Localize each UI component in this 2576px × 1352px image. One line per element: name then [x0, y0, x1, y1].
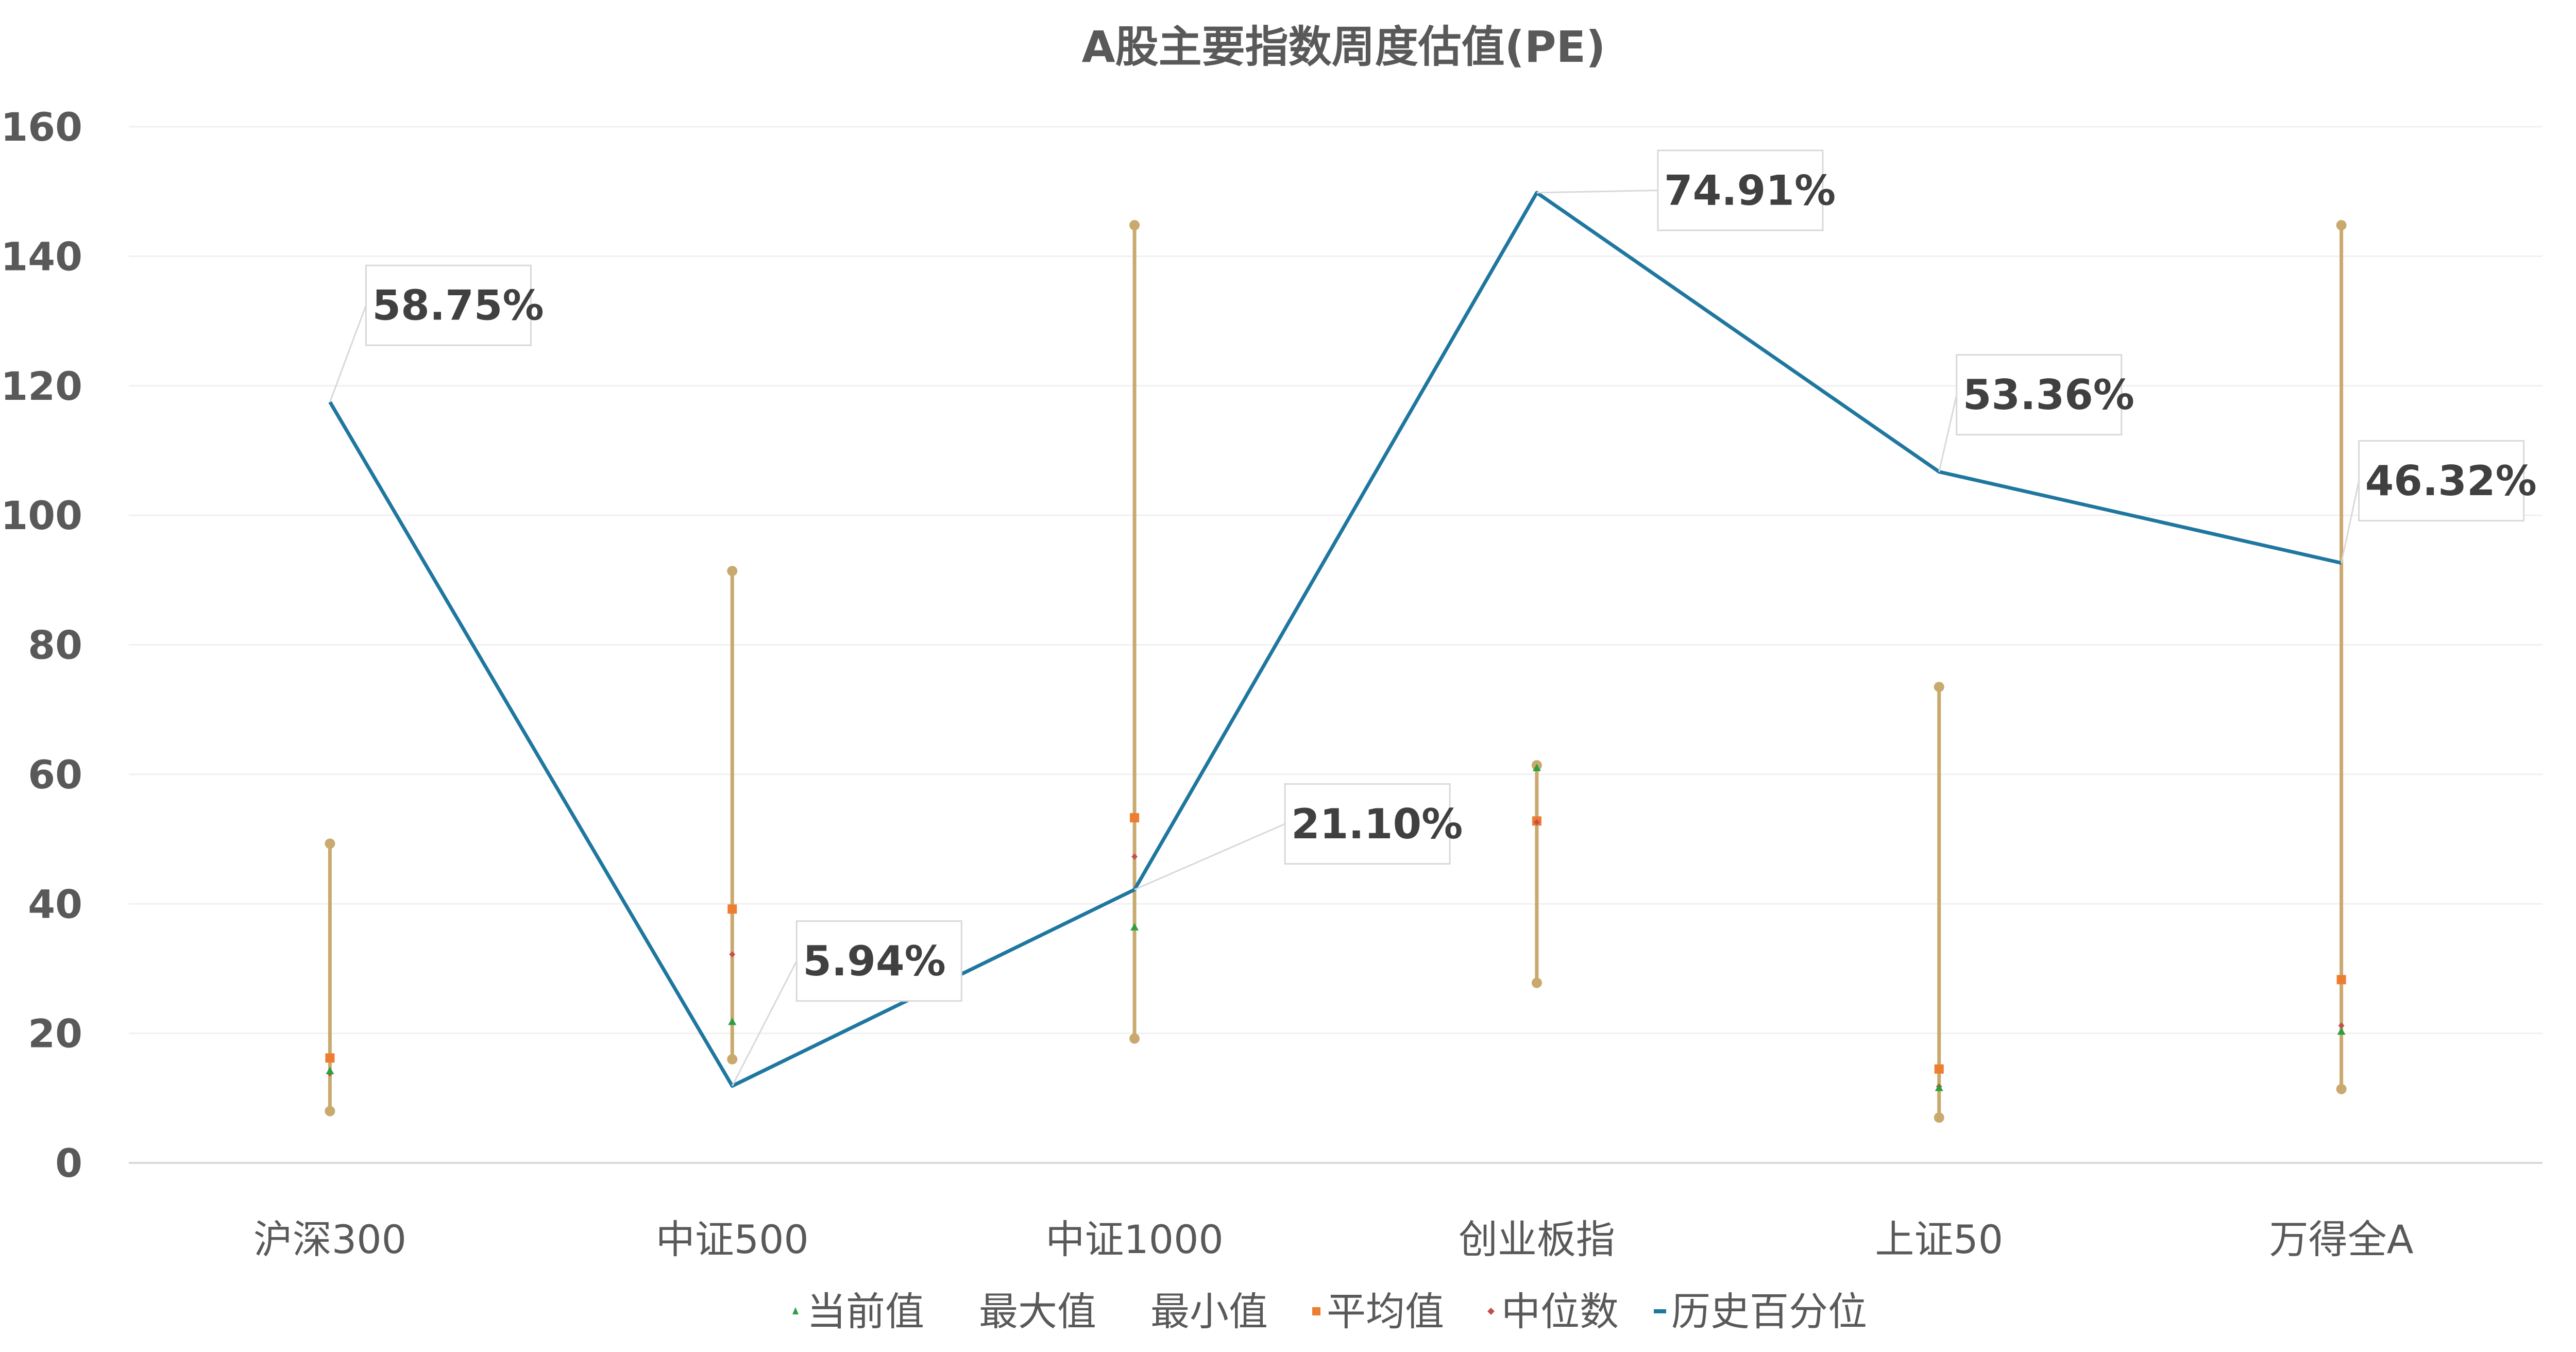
x-axis: 沪深300 中证500 中证1000 创业板指 上证50 万得全A	[253, 1216, 2414, 1262]
data-label-box	[795, 920, 962, 1002]
legend-swatch	[1487, 1308, 1495, 1315]
left-tick-label: 140	[1, 233, 82, 279]
label-leader-line	[329, 305, 367, 402]
marker-最小值	[1531, 977, 1542, 988]
data-label: 46.32%	[2365, 457, 2537, 505]
left-tick-label: 40	[28, 881, 82, 927]
label-leader-line	[1536, 189, 1658, 194]
data-label: 53.36%	[1963, 371, 2134, 419]
marker-中位数	[729, 951, 736, 958]
category-label: 创业板指	[1459, 1216, 1615, 1262]
marker-平均值	[2336, 975, 2346, 985]
percentile-line-layer	[328, 191, 2342, 1088]
left-tick-label: 60	[28, 752, 82, 798]
data-label: 58.75%	[372, 282, 544, 330]
marker-中位数	[2338, 1022, 2345, 1029]
range-bars	[328, 225, 2344, 1118]
legend-label: 历史百分位	[1671, 1289, 1867, 1334]
marker-最小值	[325, 1106, 335, 1117]
data-label-box	[365, 264, 532, 346]
marker-平均值	[325, 1053, 335, 1063]
legend-label: 最小值	[1150, 1289, 1268, 1334]
category-label: 中证1000	[1045, 1216, 1223, 1262]
data-labels: 58.75% 5.94% 21.10% 74.91% 53.36% 46.32%	[329, 149, 2537, 1087]
label-leader-line	[1134, 823, 1285, 890]
legend-label: 平均值	[1327, 1289, 1444, 1334]
marker-最小值	[727, 1054, 738, 1064]
marker-最小值	[1129, 1033, 1140, 1044]
marker-最大值	[2336, 220, 2347, 231]
marker-当前值	[1130, 923, 1139, 931]
marker-平均值	[727, 904, 737, 914]
left-tick-label: 20	[28, 1011, 82, 1057]
marker-最大值	[1129, 220, 1140, 231]
data-label-box	[1657, 149, 1824, 231]
legend-label: 当前值	[807, 1289, 924, 1334]
marker-当前值	[2337, 1027, 2346, 1035]
category-label: 上证50	[1875, 1216, 2003, 1262]
data-label-box	[1956, 354, 2123, 436]
left-tick-label: 0	[55, 1140, 82, 1186]
left-tick-label: 80	[28, 622, 82, 668]
legend-swatch	[1312, 1307, 1320, 1315]
marker-最大值	[727, 566, 738, 577]
legend-label: 最大值	[979, 1289, 1096, 1334]
data-label: 74.91%	[1664, 166, 1836, 214]
marker-当前值	[1532, 764, 1541, 771]
left-tick-label: 160	[1, 104, 82, 150]
data-label-box	[2358, 440, 2525, 522]
marker-最大值	[325, 838, 335, 849]
marker-当前值	[326, 1067, 334, 1074]
marker-中位数	[1131, 853, 1138, 860]
marker-中位数	[1533, 819, 1540, 825]
legend-label: 中位数	[1501, 1289, 1619, 1334]
markers	[325, 220, 2347, 1123]
legend-swatch	[792, 1307, 799, 1314]
left-tick-label: 120	[1, 363, 82, 409]
data-label: 21.10%	[1291, 800, 1463, 848]
marker-平均值	[1130, 813, 1140, 823]
data-label-box	[1284, 783, 1451, 865]
percentile-line	[328, 191, 2342, 1088]
category-label: 中证500	[656, 1216, 809, 1262]
left-tick-label: 100	[1, 493, 82, 538]
marker-最大值	[1934, 682, 1944, 692]
marker-最小值	[1934, 1112, 1944, 1123]
marker-当前值	[728, 1018, 737, 1025]
grid	[129, 126, 2543, 1164]
label-leader-line	[731, 960, 798, 1087]
category-label: 万得全A	[2269, 1216, 2414, 1262]
left-axis: 0 20 40 60 80 100 120 140 160	[1, 104, 82, 1186]
legend: 当前值 最大值 最小值 平均值 中位数 历史百分位	[792, 1289, 1867, 1334]
marker-最小值	[2336, 1084, 2347, 1094]
chart-title: A股主要指数周度估值(PE)	[1082, 22, 1606, 72]
data-label: 5.94%	[803, 937, 946, 985]
marker-平均值	[1934, 1064, 1944, 1074]
label-leader-line	[1938, 394, 1958, 472]
label-leader-line	[2341, 480, 2360, 563]
category-label: 沪深300	[253, 1216, 406, 1262]
marker-当前值	[1935, 1084, 1943, 1091]
